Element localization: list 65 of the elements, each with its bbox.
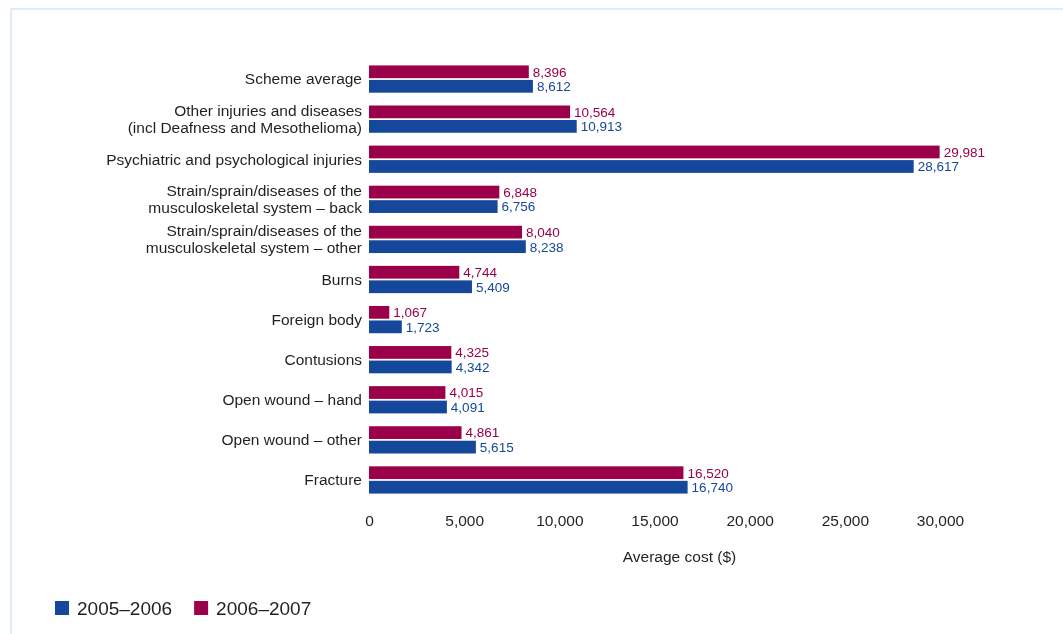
x-tick-label: 15,000 — [631, 512, 680, 530]
data-label: 4,342 — [455, 359, 490, 375]
legend-label: 2005–2006 — [77, 597, 173, 619]
x-axis-title: Average cost ($) — [622, 548, 737, 565]
bar — [369, 320, 402, 334]
y-tick-label: Strain/sprain/diseases of the musculoskeletal system – other — [145, 222, 362, 257]
data-label: 6,756 — [501, 199, 536, 215]
data-label: 8,396 — [532, 64, 567, 80]
data-label: 10,913 — [580, 119, 623, 135]
data-label: 4,015 — [449, 385, 484, 401]
y-tick-label: Open wound – other — [221, 431, 362, 449]
bar — [369, 305, 390, 319]
bar — [369, 426, 462, 439]
y-tick-label: Foreign body — [271, 311, 363, 329]
data-label: 5,615 — [479, 439, 514, 455]
x-tick-label: 20,000 — [726, 512, 775, 530]
data-label: 29,981 — [943, 144, 985, 160]
data-label: 4,744 — [463, 265, 498, 281]
bar — [369, 265, 460, 279]
data-label: 1,067 — [393, 305, 428, 321]
data-label: 8,040 — [526, 225, 560, 241]
data-label: 5,409 — [475, 279, 510, 295]
legend-label: 2006–2007 — [216, 597, 312, 619]
bar — [369, 185, 500, 199]
data-label: 4,861 — [465, 425, 500, 441]
y-tick-label: Burns — [321, 270, 363, 288]
bar — [369, 240, 526, 254]
y-tick-label: Psychiatric and psychological injuries — [106, 150, 363, 168]
bar — [369, 105, 571, 119]
bar — [369, 65, 529, 79]
bar — [369, 200, 498, 213]
data-label: 10,564 — [574, 104, 616, 120]
data-label: 28,617 — [917, 159, 959, 175]
y-tick-label: Scheme average — [244, 70, 362, 88]
x-tick-label: 10,000 — [536, 512, 584, 530]
data-label: 4,325 — [455, 345, 490, 361]
data-label: 6,848 — [503, 184, 538, 200]
bar — [369, 360, 452, 374]
x-tick-label: 30,000 — [916, 512, 965, 530]
y-tick-label: Other injuries and diseases (incl Deafness and Mesothelioma) — [127, 102, 363, 137]
data-label: 16,740 — [691, 480, 733, 496]
x-tick-label: 5,000 — [445, 512, 485, 530]
bar — [369, 386, 446, 399]
bar — [369, 466, 684, 480]
bar — [369, 440, 476, 454]
bar — [369, 225, 523, 239]
data-label: 8,612 — [536, 79, 571, 95]
bar — [369, 160, 914, 173]
bar — [369, 346, 452, 359]
y-tick-label: Fracture — [304, 471, 362, 489]
bar — [369, 280, 472, 294]
data-label: 16,520 — [687, 465, 729, 481]
data-label: 8,238 — [529, 239, 564, 255]
x-tick-label: 25,000 — [821, 512, 870, 530]
x-tick-label: 0 — [365, 512, 375, 530]
data-label: 1,723 — [405, 319, 440, 335]
bar — [369, 145, 940, 159]
data-label: 4,091 — [450, 399, 485, 415]
bar — [369, 400, 447, 414]
bar — [369, 120, 577, 133]
bar — [369, 480, 688, 494]
bar — [369, 79, 533, 93]
y-tick-label: Strain/sprain/diseases of the musculoskeletal system – back — [148, 182, 363, 217]
y-tick-label: Contusions — [284, 351, 363, 369]
y-tick-label: Open wound – hand — [222, 391, 362, 409]
